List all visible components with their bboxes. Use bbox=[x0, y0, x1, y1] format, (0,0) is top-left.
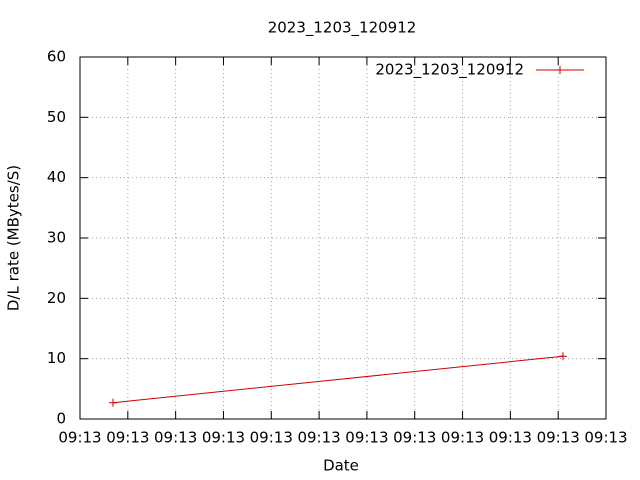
x-tick-label: 09:13 bbox=[393, 429, 436, 447]
x-tick-label: 09:13 bbox=[250, 429, 293, 447]
x-tick-label: 09:13 bbox=[345, 429, 388, 447]
x-tick-label: 09:13 bbox=[202, 429, 245, 447]
x-tick-label: 09:13 bbox=[297, 429, 340, 447]
x-axis-label: Date bbox=[323, 457, 359, 475]
point-marker bbox=[558, 352, 567, 361]
y-tick-label: 0 bbox=[56, 410, 66, 428]
x-tick-label: 09:13 bbox=[106, 429, 149, 447]
legend-label: 2023_1203_120912 bbox=[375, 61, 524, 80]
y-tick-label: 10 bbox=[47, 349, 66, 367]
y-tick-label: 50 bbox=[47, 108, 66, 126]
x-tick-label: 09:13 bbox=[154, 429, 197, 447]
plot-frame bbox=[79, 56, 607, 420]
data-line bbox=[112, 355, 564, 404]
y-tick-label: 20 bbox=[47, 289, 66, 307]
y-tick-label: 40 bbox=[47, 168, 66, 186]
x-tick-label: 09:13 bbox=[441, 429, 484, 447]
x-tick-label: 09:13 bbox=[537, 429, 580, 447]
chart-title: 2023_1203_120912 bbox=[268, 19, 417, 38]
point-marker bbox=[108, 398, 117, 407]
x-tick-label: 09:13 bbox=[489, 429, 532, 447]
y-axis-label: D/L rate (MBytes/S) bbox=[5, 165, 23, 311]
legend-marker bbox=[556, 66, 564, 74]
x-tick-label: 09:13 bbox=[584, 429, 627, 447]
x-tick-label: 09:13 bbox=[58, 429, 101, 447]
y-tick-label: 60 bbox=[47, 48, 66, 66]
y-tick-label: 30 bbox=[47, 229, 66, 247]
